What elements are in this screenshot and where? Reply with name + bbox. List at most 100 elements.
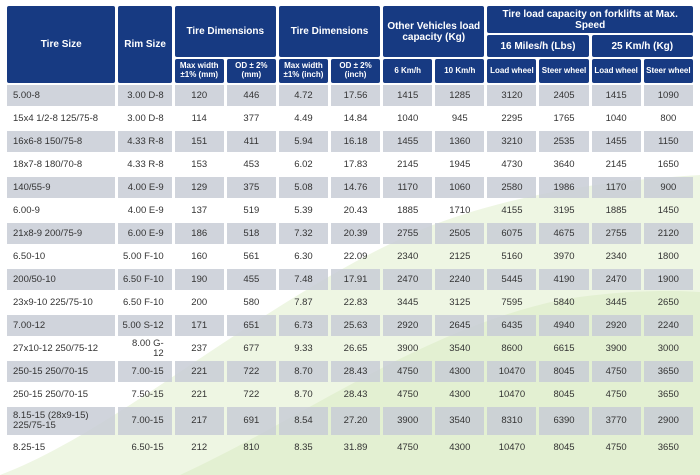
cell-max-width-mm: 129 [174, 177, 224, 198]
header-speed-25-kmh: 25 Km/h (Kg) [591, 35, 693, 57]
cell-od-inch: 20.43 [343, 204, 368, 216]
cell-load-wheel-16: 8600 [501, 342, 523, 354]
cell-od-mm: 580 [243, 296, 260, 308]
cell-max-width-mm: 237 [191, 342, 208, 354]
cell-6-kmh: 3900 [383, 407, 433, 435]
cell-max-width-inch: 9.33 [294, 342, 313, 354]
header-steer-wheel-16: Steer wheel [539, 59, 589, 83]
cell-load-wheel-25: 1170 [591, 177, 641, 198]
cell-10-kmh: 3125 [449, 296, 471, 308]
header-other-vehicles: Other Vehicles load capacity (Kg) [383, 6, 485, 57]
cell-10-kmh: 1060 [435, 177, 485, 198]
cell-tire-size: 21x8-9 200/75-9 [7, 223, 116, 244]
cell-load-wheel-16: 7595 [501, 296, 523, 308]
cell-od-mm: 453 [243, 158, 260, 170]
cell-max-width-inch: 7.32 [278, 223, 328, 244]
table-row: 16x6-8 150/75-8 4.33 R-8 151 411 5.94 16.18 14… [7, 131, 693, 152]
cell-6-kmh: 3445 [397, 296, 419, 308]
cell-od-mm: 377 [243, 112, 260, 124]
table-row: 8.25-15 6.50-15 212 810 8.35 31.89 4750 4300 104… [7, 437, 693, 458]
cell-od-mm: 518 [226, 223, 276, 244]
cell-steer-wheel-16: 5840 [553, 296, 575, 308]
cell-steer-wheel-25: 800 [660, 112, 677, 124]
cell-steer-wheel-25: 900 [643, 177, 693, 198]
cell-load-wheel-16: 2580 [487, 177, 537, 198]
cell-tire-size: 5.00-8 [7, 85, 116, 106]
cell-6-kmh: 1415 [383, 85, 433, 106]
cell-6-kmh: 1040 [397, 112, 419, 124]
cell-max-width-mm: 221 [191, 388, 208, 400]
cell-rim-size: 7.00-15 [118, 407, 172, 435]
cell-od-inch: 14.76 [331, 177, 381, 198]
cell-rim-size: 5.00 F-10 [123, 250, 164, 262]
header-tire-dimensions-inch: Tire Dimensions [278, 6, 381, 57]
cell-tire-size: 8.15-15 (28x9-15) 225/75-15 [7, 407, 116, 435]
header-load-wheel-16: Load wheel [487, 59, 537, 83]
cell-steer-wheel-25: 2900 [643, 407, 693, 435]
cell-steer-wheel-16: 4940 [539, 315, 589, 336]
cell-rim-size: 5.00 S-12 [118, 315, 172, 336]
table-row: 18x7-8 180/70-8 4.33 R-8 153 453 6.02 17.83 21… [7, 154, 693, 175]
cell-max-width-inch: 8.54 [278, 407, 328, 435]
table-row: 6.50-10 5.00 F-10 160 561 6.30 22.09 2340 2125 5… [7, 246, 693, 267]
cell-steer-wheel-16: 2405 [539, 85, 589, 106]
cell-od-mm: 561 [243, 250, 260, 262]
cell-load-wheel-16: 6435 [487, 315, 537, 336]
cell-steer-wheel-25: 2650 [657, 296, 679, 308]
table-row: 250-15 250/70-15 7.00-15 221 722 8.70 28.43 47… [7, 361, 693, 382]
cell-od-inch: 17.56 [331, 85, 381, 106]
cell-od-mm: 375 [226, 177, 276, 198]
cell-steer-wheel-16: 2535 [539, 131, 589, 152]
cell-steer-wheel-16: 3640 [553, 158, 575, 170]
cell-steer-wheel-25: 1150 [643, 131, 693, 152]
cell-load-wheel-16: 6075 [487, 223, 537, 244]
table-body: 5.00-8 3.00 D-8 120 446 4.72 17.56 1415 1285 312… [7, 85, 693, 458]
cell-steer-wheel-16: 3970 [553, 250, 575, 262]
cell-od-inch: 22.83 [343, 296, 368, 308]
cell-od-inch: 17.83 [343, 158, 368, 170]
cell-load-wheel-16: 5160 [501, 250, 523, 262]
cell-6-kmh: 2920 [383, 315, 433, 336]
cell-6-kmh: 4750 [383, 361, 433, 382]
cell-6-kmh: 2470 [383, 269, 433, 290]
cell-od-inch: 20.39 [331, 223, 381, 244]
cell-steer-wheel-16: 4190 [539, 269, 589, 290]
cell-load-wheel-16: 3120 [487, 85, 537, 106]
cell-max-width-inch: 6.73 [278, 315, 328, 336]
header-forklift-capacity: Tire load capacity on forklifts at Max. … [487, 6, 693, 33]
cell-tire-size: 6.00-9 [13, 204, 40, 216]
header-speed-16-mph: 16 Miles/h (Lbs) [487, 35, 589, 57]
cell-max-width-mm: 151 [174, 131, 224, 152]
cell-od-inch: 22.09 [343, 250, 368, 262]
cell-load-wheel-25: 4750 [605, 388, 627, 400]
table-row: 7.00-12 5.00 S-12 171 651 6.73 25.63 2920 2645 6… [7, 315, 693, 336]
cell-od-mm: 519 [243, 204, 260, 216]
cell-6-kmh: 3900 [397, 342, 419, 354]
cell-load-wheel-25: 1415 [591, 85, 641, 106]
cell-max-width-mm: 171 [174, 315, 224, 336]
cell-10-kmh: 2505 [435, 223, 485, 244]
cell-steer-wheel-16: 8045 [553, 388, 575, 400]
cell-max-width-mm: 221 [174, 361, 224, 382]
cell-steer-wheel-16: 8045 [553, 441, 575, 453]
cell-load-wheel-16: 4155 [501, 204, 523, 216]
header-od-mm: OD ± 2% (mm) [226, 59, 276, 83]
cell-rim-size: 8.00 G-12 [131, 337, 164, 359]
cell-od-mm: 411 [226, 131, 276, 152]
cell-od-inch: 28.43 [331, 361, 381, 382]
cell-10-kmh: 1945 [449, 158, 471, 170]
cell-rim-size: 4.00 E-9 [118, 177, 172, 198]
cell-load-wheel-25: 2340 [605, 250, 627, 262]
header-6-kmh: 6 Km/h [383, 59, 433, 83]
cell-tire-size: 15x4 1/2-8 125/75-8 [13, 112, 99, 124]
cell-steer-wheel-16: 4675 [539, 223, 589, 244]
cell-max-width-inch: 8.70 [294, 388, 313, 400]
table-row: 8.15-15 (28x9-15) 225/75-15 7.00-15 217 691… [7, 407, 693, 435]
cell-max-width-inch: 4.49 [294, 112, 313, 124]
cell-10-kmh: 3540 [435, 407, 485, 435]
cell-tire-size: 23x9-10 225/75-10 [13, 296, 93, 308]
cell-tire-size: 7.00-12 [7, 315, 116, 336]
cell-max-width-mm: 190 [174, 269, 224, 290]
cell-rim-size: 6.00 E-9 [118, 223, 172, 244]
cell-steer-wheel-16: 6615 [553, 342, 575, 354]
